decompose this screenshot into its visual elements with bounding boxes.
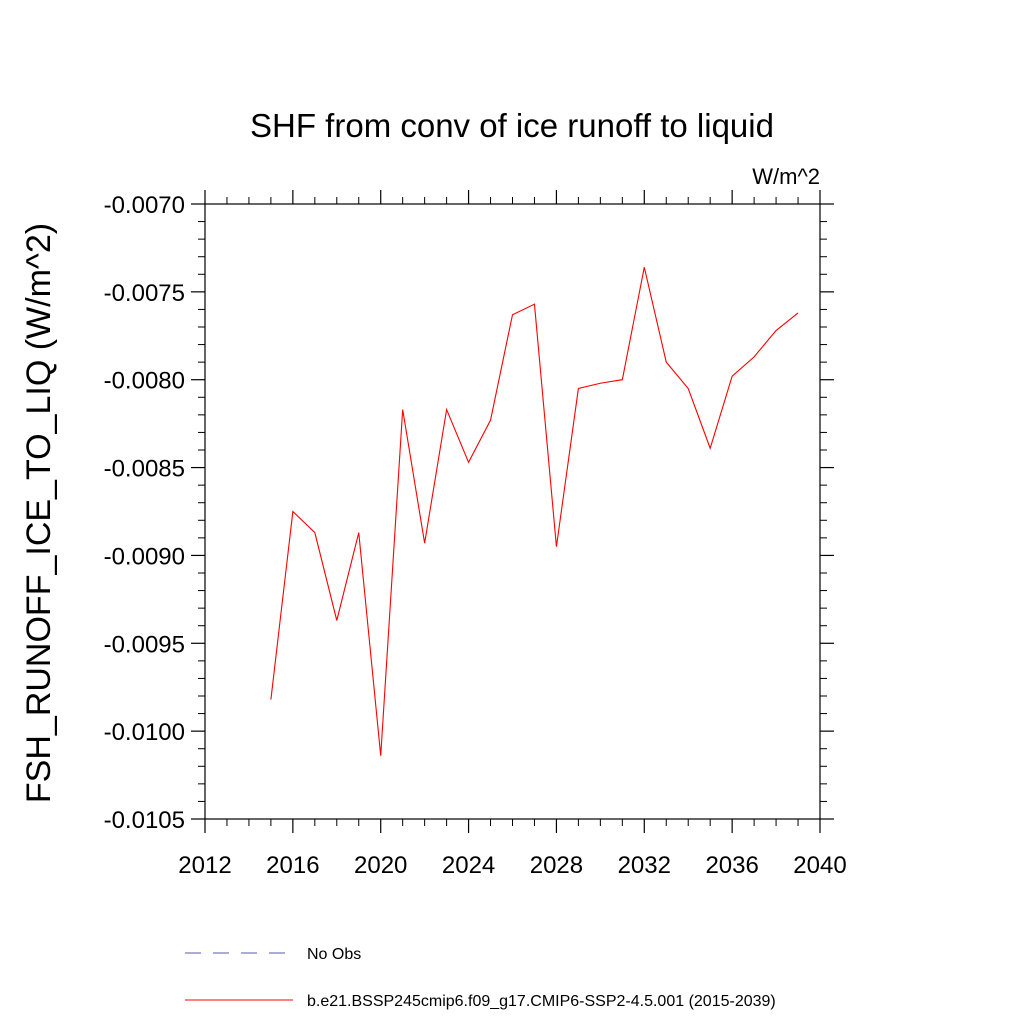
series-layer (270, 267, 799, 756)
legend-label: b.e21.BSSP245cmip6.f09_g17.CMIP6-SSP2-4.… (307, 993, 776, 1010)
plot-frame (204, 203, 821, 820)
legend-label: No Obs (307, 946, 361, 963)
x-axis-ticks: 2012 2016 2020 2024 2028 2032 2036 2040 (178, 190, 847, 879)
y-tick-label: -0.0085 (104, 456, 185, 483)
y-tick-label: -0.0090 (104, 543, 185, 570)
x-tick-label: 2036 (705, 852, 758, 879)
y-tick-label: -0.0100 (104, 719, 185, 746)
x-tick-label: 2032 (618, 852, 671, 879)
x-tick-label: 2012 (178, 852, 231, 879)
y-tick-label: -0.0080 (104, 368, 185, 395)
y-tick-label: -0.0075 (104, 280, 185, 307)
x-tick-label: 2016 (266, 852, 319, 879)
y-axis-label: FSH_RUNOFF_ICE_TO_LIQ (W/m^2) (20, 223, 58, 803)
x-tick-label: 2020 (354, 852, 407, 879)
x-tick-label: 2040 (793, 852, 846, 879)
y-tick-label: -0.0105 (104, 807, 185, 834)
y-axis-ticks: -0.0070 -0.0075 -0.0080 -0.0085 -0.0090 -0.00… (104, 192, 834, 834)
y-tick-label: -0.0095 (104, 631, 185, 658)
series-line (270, 267, 799, 756)
x-tick-label: 2028 (530, 852, 583, 879)
x-tick-label: 2024 (442, 852, 495, 879)
legend: No Obs b.e21.BSSP245cmip6.f09_g17.CMIP6-S… (185, 946, 776, 1010)
chart-title: SHF from conv of ice runoff to liquid (250, 107, 774, 144)
y-tick-label: -0.0070 (104, 192, 185, 219)
units-label: W/m^2 (752, 164, 820, 189)
